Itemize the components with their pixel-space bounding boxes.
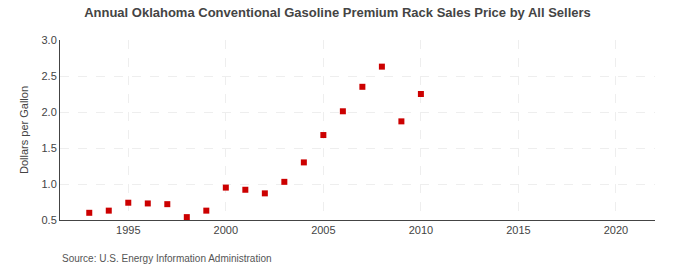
svg-text:Source: U.S. Energy Informatio: Source: U.S. Energy Information Administ… [62,253,272,264]
svg-text:1995: 1995 [116,224,140,236]
svg-text:Dollars per Gallon: Dollars per Gallon [18,86,30,174]
svg-text:2.5: 2.5 [42,70,57,82]
svg-text:3.0: 3.0 [42,34,57,46]
svg-text:Annual Oklahoma Conventional G: Annual Oklahoma Conventional Gasoline Pr… [84,5,591,20]
svg-text:1.5: 1.5 [42,142,57,154]
svg-text:2010: 2010 [409,224,433,236]
svg-text:1.0: 1.0 [42,178,57,190]
svg-text:2020: 2020 [604,224,628,236]
svg-text:2.0: 2.0 [42,106,57,118]
svg-text:2015: 2015 [506,224,530,236]
svg-text:2000: 2000 [214,224,238,236]
svg-text:2005: 2005 [311,224,335,236]
svg-text:0.5: 0.5 [42,214,57,226]
